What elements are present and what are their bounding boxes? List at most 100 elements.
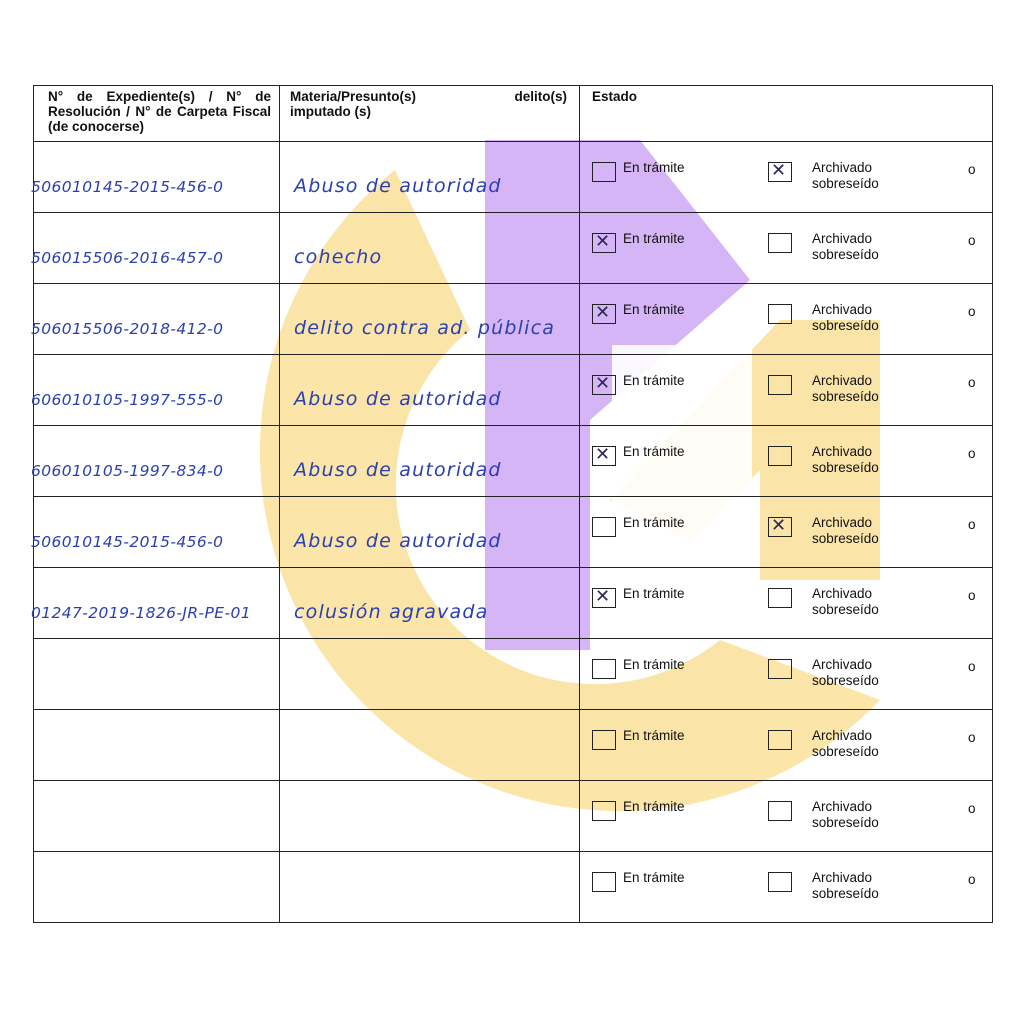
- expediente-cell[interactable]: 506015506-2016-457-0: [31, 212, 280, 284]
- or-label: o: [968, 659, 976, 674]
- archivado-label: Archivado sobreseído: [812, 586, 902, 618]
- expediente-cell[interactable]: 606010105-1997-834-0: [31, 425, 280, 497]
- archivado-text: Archivado: [812, 444, 873, 459]
- table-row: 506010145-2015-456-0 Abuso de autoridad …: [31, 141, 993, 213]
- archivado-label: Archivado sobreseído: [812, 728, 902, 760]
- table-row: 606010105-1997-555-0 Abuso de autoridad …: [31, 354, 993, 426]
- archivado-checkbox[interactable]: [768, 730, 792, 750]
- archivado-text: Archivado: [812, 657, 873, 672]
- archivado-label: Archivado sobreseído: [812, 373, 902, 405]
- en-tramite-label: En trámite: [623, 870, 685, 885]
- materia-cell[interactable]: Abuso de autoridad: [279, 425, 580, 497]
- estado-cell: En trámite Archivado sobreseído o: [579, 709, 993, 781]
- estado-cell: En trámite Archivado sobreseído o: [579, 780, 993, 852]
- materia-cell[interactable]: Abuso de autoridad: [279, 141, 580, 213]
- expediente-cell[interactable]: [33, 638, 280, 710]
- table-row: 606010105-1997-834-0 Abuso de autoridad …: [31, 425, 993, 497]
- header-estado: Estado: [579, 85, 993, 142]
- archivado-label: Archivado sobreseído: [812, 870, 902, 902]
- archivado-checkbox[interactable]: [768, 233, 792, 253]
- materia-cell[interactable]: [279, 851, 580, 923]
- en-tramite-checkbox[interactable]: [592, 872, 616, 892]
- materia-cell[interactable]: colusión agravada: [279, 567, 580, 639]
- archivado-checkbox[interactable]: [768, 446, 792, 466]
- materia-cell[interactable]: Abuso de autoridad: [279, 496, 580, 568]
- or-label: o: [968, 375, 976, 390]
- estado-cell: En trámite Archivado sobreseído o: [579, 283, 993, 355]
- archivado-text: Archivado: [812, 870, 873, 885]
- header-materia-left: Materia/Presunto(s): [290, 89, 417, 104]
- archivado-checkbox[interactable]: [768, 659, 792, 679]
- estado-cell: En trámite Archivado sobreseído o: [579, 851, 993, 923]
- archivado-checkbox[interactable]: [768, 160, 792, 182]
- en-tramite-checkbox[interactable]: [592, 302, 616, 324]
- estado-cell: En trámite Archivado sobreseído o: [579, 141, 993, 213]
- materia-value: Abuso de autoridad: [294, 388, 502, 410]
- expediente-cell[interactable]: [33, 780, 280, 852]
- or-label: o: [968, 872, 976, 887]
- header-materia-right: delito(s): [514, 89, 568, 104]
- table-row: 506015506-2018-412-0 delito contra ad. p…: [31, 283, 993, 355]
- expediente-cell[interactable]: 606010105-1997-555-0: [31, 354, 280, 426]
- or-label: o: [968, 233, 976, 248]
- archivado-text: Archivado: [812, 231, 873, 246]
- materia-cell[interactable]: [279, 638, 580, 710]
- en-tramite-checkbox[interactable]: [592, 162, 616, 182]
- en-tramite-checkbox[interactable]: [592, 444, 616, 466]
- expediente-cell[interactable]: [33, 709, 280, 781]
- archivado-checkbox[interactable]: [768, 801, 792, 821]
- table-row: 01247-2019-1826-JR-PE-01 colusión agrava…: [31, 567, 993, 639]
- archivado-checkbox[interactable]: [768, 304, 792, 324]
- expediente-value: 506010145-2015-456-0: [31, 533, 224, 551]
- archivado-label: Archivado sobreseído: [812, 515, 902, 547]
- materia-cell[interactable]: Abuso de autoridad: [279, 354, 580, 426]
- archivado-label: Archivado sobreseído: [812, 444, 902, 476]
- materia-cell[interactable]: [279, 780, 580, 852]
- expediente-cell[interactable]: 506010145-2015-456-0: [31, 496, 280, 568]
- expediente-cell[interactable]: [33, 851, 280, 923]
- expediente-cell[interactable]: 506010145-2015-456-0: [31, 141, 280, 213]
- expediente-value: 506015506-2018-412-0: [31, 320, 224, 338]
- en-tramite-checkbox[interactable]: [592, 801, 616, 821]
- en-tramite-label: En trámite: [623, 657, 685, 672]
- sobreseido-text: sobreseído: [812, 744, 879, 759]
- archivado-label: Archivado sobreseído: [812, 302, 902, 334]
- or-label: o: [968, 801, 976, 816]
- materia-cell[interactable]: delito contra ad. pública: [279, 283, 580, 355]
- or-label: o: [968, 304, 976, 319]
- archivado-checkbox[interactable]: [768, 588, 792, 608]
- sobreseido-text: sobreseído: [812, 460, 879, 475]
- table-row: 506010145-2015-456-0 Abuso de autoridad …: [31, 496, 993, 568]
- archivado-text: Archivado: [812, 515, 873, 530]
- en-tramite-checkbox[interactable]: [592, 373, 616, 395]
- en-tramite-checkbox[interactable]: [592, 586, 616, 608]
- table-row: En trámite Archivado sobreseído o: [33, 780, 993, 852]
- materia-value: Abuso de autoridad: [294, 175, 502, 197]
- or-label: o: [968, 517, 976, 532]
- en-tramite-checkbox[interactable]: [592, 231, 616, 253]
- materia-cell[interactable]: [279, 709, 580, 781]
- sobreseido-text: sobreseído: [812, 247, 879, 262]
- expediente-cell[interactable]: 506015506-2018-412-0: [31, 283, 280, 355]
- sobreseido-text: sobreseído: [812, 318, 879, 333]
- archivado-checkbox[interactable]: [768, 515, 792, 537]
- materia-value: Abuso de autoridad: [294, 530, 502, 552]
- en-tramite-label: En trámite: [623, 373, 685, 388]
- table-header-row: N° de Expediente(s) / N° de Resolución /…: [33, 85, 993, 142]
- en-tramite-checkbox[interactable]: [592, 730, 616, 750]
- sobreseido-text: sobreseído: [812, 815, 879, 830]
- materia-cell[interactable]: cohecho: [279, 212, 580, 284]
- header-expediente: N° de Expediente(s) / N° de Resolución /…: [33, 85, 280, 142]
- sobreseido-text: sobreseído: [812, 673, 879, 688]
- en-tramite-checkbox[interactable]: [592, 517, 616, 537]
- en-tramite-label: En trámite: [623, 728, 685, 743]
- sobreseido-text: sobreseído: [812, 389, 879, 404]
- en-tramite-checkbox[interactable]: [592, 659, 616, 679]
- expediente-value: 01247-2019-1826-JR-PE-01: [31, 604, 251, 622]
- archivado-text: Archivado: [812, 728, 873, 743]
- archivado-label: Archivado sobreseído: [812, 799, 902, 831]
- archivado-checkbox[interactable]: [768, 872, 792, 892]
- archivado-checkbox[interactable]: [768, 375, 792, 395]
- archivado-text: Archivado: [812, 586, 873, 601]
- expediente-cell[interactable]: 01247-2019-1826-JR-PE-01: [31, 567, 280, 639]
